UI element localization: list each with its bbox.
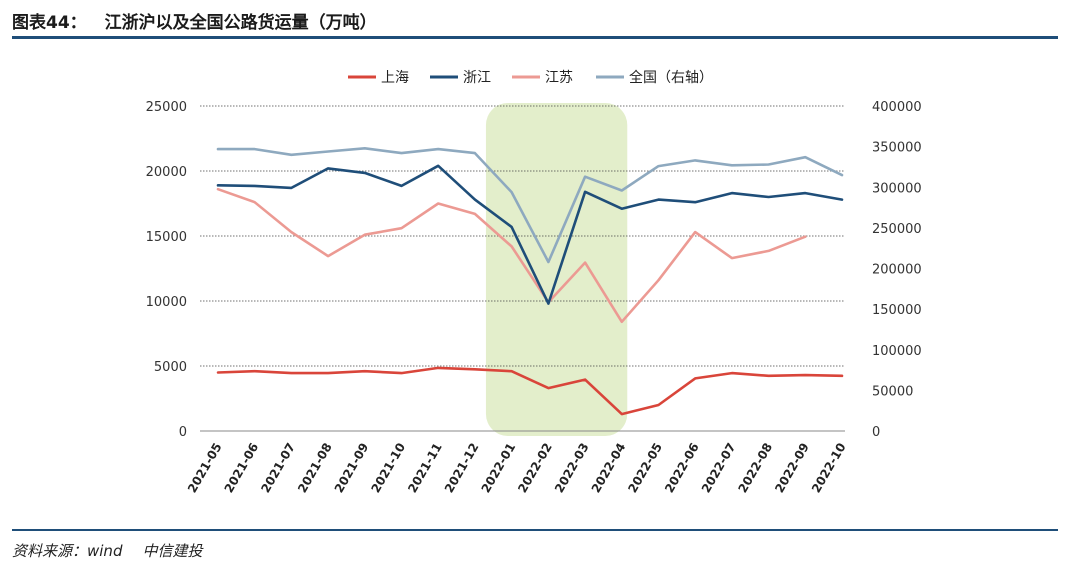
x-tick-label: 2021-09	[332, 441, 372, 496]
top-rule	[12, 36, 1058, 39]
y-left-tick-label: 5000	[154, 360, 187, 375]
y-right-tick-label: 100000	[872, 344, 922, 359]
series-line-3	[216, 147, 844, 264]
y-right-tick-label: 50000	[872, 384, 913, 399]
x-tick-label: 2022-02	[515, 441, 555, 496]
legend-label: 全国（右轴）	[629, 69, 713, 86]
series-line-0	[216, 366, 844, 416]
x-tick-label: 2021-12	[442, 441, 482, 496]
x-tick-label: 2022-03	[552, 441, 592, 496]
source-org: 中信建投	[142, 542, 203, 560]
y-right-tick-label: 250000	[872, 222, 922, 237]
source-note: 资料来源：wind 中信建投	[12, 540, 202, 561]
x-tick-label: 2021-11	[405, 441, 445, 496]
figure-title-text: 江浙沪以及全国公路货运量（万吨）	[104, 13, 377, 33]
y-left-tick-label: 25000	[146, 100, 187, 115]
legend-label: 江苏	[545, 70, 573, 86]
y-left-tick-label: 10000	[146, 295, 187, 310]
x-tick-label: 2022-06	[662, 441, 702, 496]
y-right-tick-label: 350000	[872, 141, 922, 156]
x-tick-label: 2022-01	[479, 441, 519, 496]
y-right-tick-label: 200000	[872, 263, 922, 278]
y-left-tick-label: 20000	[146, 165, 187, 180]
x-tick-label: 2021-05	[185, 441, 225, 496]
x-tick-label: 2021-10	[368, 441, 408, 496]
legend-label: 浙江	[463, 70, 491, 86]
figure-number: 图表44：	[12, 13, 87, 33]
x-tick-label: 2022-09	[772, 441, 812, 496]
y-right-tick-label: 400000	[872, 100, 922, 115]
figure-title: 图表44： 江浙沪以及全国公路货运量（万吨）	[12, 8, 377, 33]
y-left-tick-label: 0	[179, 425, 187, 440]
x-tick-label: 2021-07	[258, 441, 298, 496]
x-tick-label: 2022-05	[625, 441, 665, 496]
line-chart: 0 5000 10000 15000 20000 25000 0 50000 100000 15…	[146, 69, 922, 496]
x-tick-label: 2022-08	[736, 441, 776, 496]
y-left-tick-label: 15000	[146, 230, 187, 245]
y-right-tick-label: 0	[872, 425, 880, 440]
series-line-2	[216, 187, 807, 324]
legend-label: 上海	[381, 70, 409, 86]
source-label: 资料来源：wind	[12, 542, 123, 560]
bottom-rule	[12, 529, 1058, 531]
x-tick-label: 2021-06	[222, 441, 262, 496]
x-tick-label: 2022-07	[699, 441, 739, 496]
highlight-band	[485, 103, 628, 436]
x-tick-label: 2022-10	[809, 441, 849, 496]
x-tick-label: 2022-04	[589, 441, 629, 496]
y-right-tick-label: 150000	[872, 303, 922, 318]
series-line-1	[216, 164, 844, 305]
x-tick-label: 2021-08	[295, 441, 335, 496]
y-right-tick-label: 300000	[872, 181, 922, 196]
